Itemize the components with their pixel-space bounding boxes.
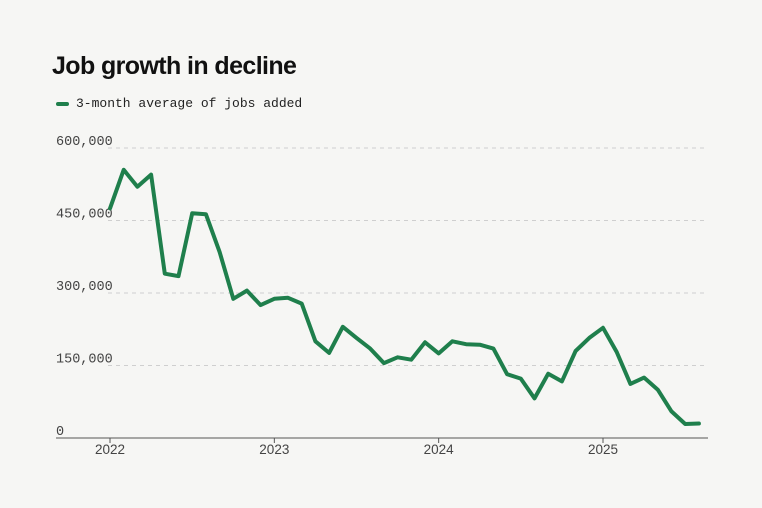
y-tick-label: 450,000 [56, 208, 113, 223]
y-tick-label: 0 [56, 425, 64, 440]
chart-title: Job growth in decline [52, 52, 297, 80]
y-tick-label: 600,000 [56, 135, 113, 150]
legend: 3-month average of jobs added [56, 96, 302, 111]
legend-swatch [56, 101, 69, 106]
y-tick-label: 150,000 [56, 353, 113, 368]
x-tick-label: 2024 [424, 442, 455, 457]
series-line [108, 167, 701, 426]
gridlines [108, 147, 708, 366]
legend-label: 3-month average of jobs added [76, 96, 303, 111]
y-axis-ticks: 0 150,000 300,000 450,000 600,000 [56, 135, 113, 440]
series-layer [108, 167, 701, 426]
x-tick-label: 2022 [95, 442, 125, 457]
y-tick-label: 300,000 [56, 280, 113, 295]
x-axis-ticks: 2022 2023 2024 2025 [95, 438, 618, 457]
x-tick-label: 2025 [588, 442, 618, 457]
x-tick-label: 2023 [259, 442, 289, 457]
